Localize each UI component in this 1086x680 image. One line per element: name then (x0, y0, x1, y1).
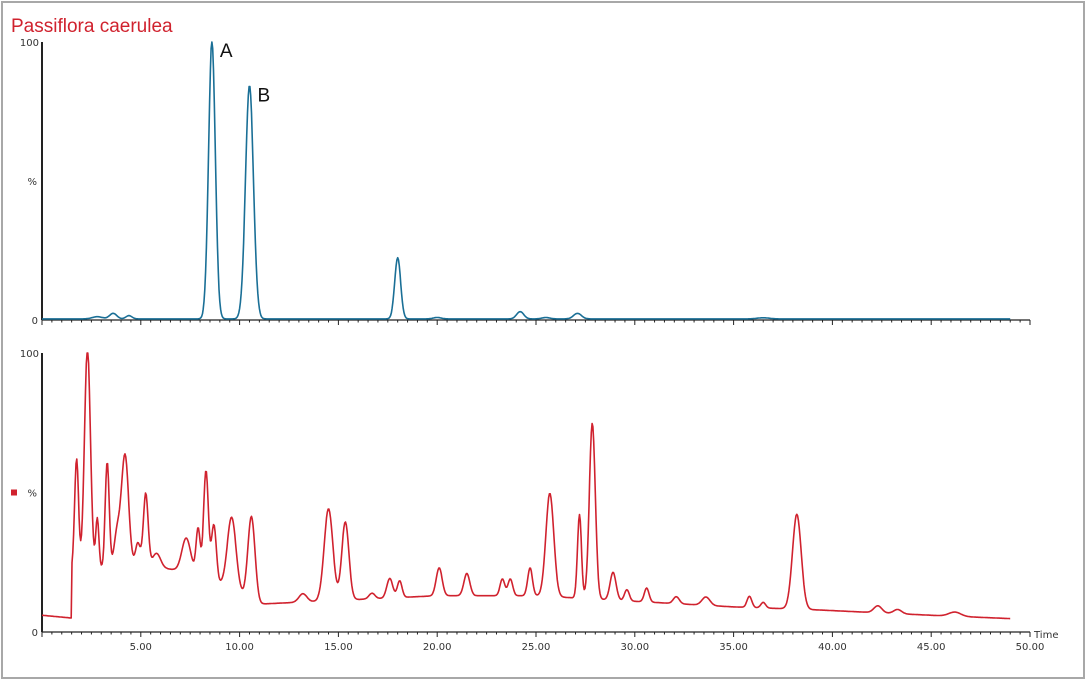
x-tick-label: 50.00 (1016, 642, 1045, 653)
x-tick-label: 40.00 (818, 642, 847, 653)
x-tick-label: 35.00 (719, 642, 748, 653)
peak-label-b: B (257, 85, 270, 106)
y-min-label: 0 (32, 316, 38, 327)
trace-top-chromatogram (42, 41, 1011, 320)
x-tick-label: 25.00 (522, 642, 551, 653)
chart-title: Passiflora caerulea (11, 16, 173, 37)
y-mid-label: % (27, 177, 37, 188)
x-axis-label: Time (1033, 630, 1058, 641)
x-tick-label: 30.00 (620, 642, 649, 653)
x-tick-label: 15.00 (324, 642, 353, 653)
y-max-label: 100 (20, 349, 39, 360)
legend-marker (11, 489, 17, 496)
y-max-label: 100 (20, 38, 39, 49)
trace-bottom-chromatogram (42, 352, 1011, 620)
x-tick-label: 45.00 (917, 642, 946, 653)
y-min-label: 0 (32, 628, 38, 639)
x-tick-label: 5.00 (130, 642, 152, 653)
x-tick-label: 20.00 (423, 642, 452, 653)
y-mid-label: % (27, 489, 37, 500)
peak-label-a: A (220, 41, 233, 62)
x-tick-label: 10.00 (225, 642, 254, 653)
